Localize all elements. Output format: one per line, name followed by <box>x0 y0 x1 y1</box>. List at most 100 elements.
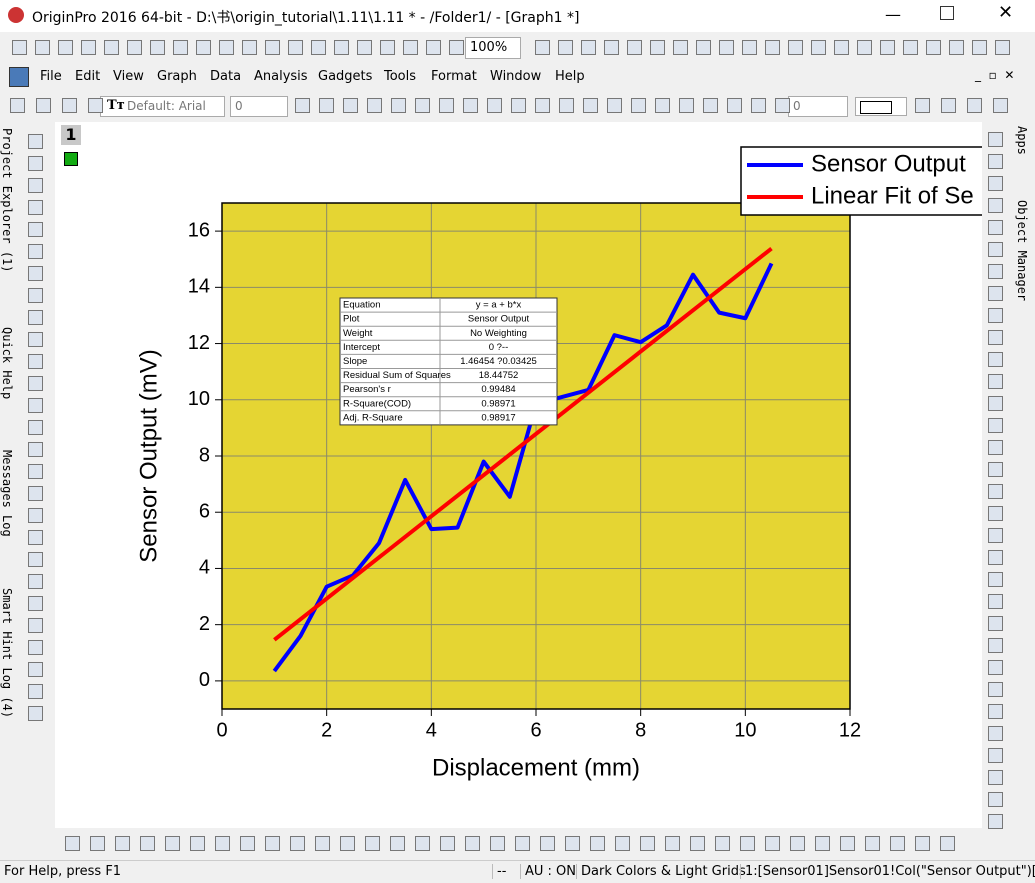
tab-left[interactable]: Quick Help <box>0 327 14 400</box>
icon[interactable] <box>742 40 757 55</box>
icon[interactable] <box>690 836 705 851</box>
icon[interactable] <box>903 40 918 55</box>
menu-item[interactable]: Edit <box>75 69 101 84</box>
icon[interactable] <box>834 40 849 55</box>
icon[interactable] <box>415 98 430 113</box>
icon[interactable] <box>28 398 43 413</box>
icon[interactable] <box>36 98 51 113</box>
icon[interactable] <box>865 836 880 851</box>
icon[interactable] <box>219 40 234 55</box>
icon[interactable] <box>28 332 43 347</box>
icon[interactable] <box>679 98 694 113</box>
icon[interactable] <box>988 704 1003 719</box>
menu-item[interactable]: View <box>113 69 144 84</box>
menu-item[interactable]: Gadgets <box>318 69 373 84</box>
icon[interactable] <box>28 244 43 259</box>
icon[interactable] <box>28 134 43 149</box>
icon[interactable] <box>365 836 380 851</box>
icon[interactable] <box>988 176 1003 191</box>
icon[interactable] <box>857 40 872 55</box>
menu-item[interactable]: Tools <box>384 69 417 84</box>
icon[interactable] <box>28 508 43 523</box>
icon[interactable] <box>765 40 780 55</box>
icon[interactable] <box>463 98 478 113</box>
icon[interactable] <box>28 200 43 215</box>
tab-left[interactable]: Smart Hint Log (4) <box>0 588 14 719</box>
page-label[interactable]: 1 <box>61 125 81 145</box>
close[interactable]: ✕ <box>998 2 1014 23</box>
icon[interactable] <box>988 616 1003 631</box>
icon[interactable] <box>28 662 43 677</box>
tab-right[interactable]: Apps <box>1015 126 1029 155</box>
icon[interactable] <box>988 396 1003 411</box>
icon[interactable] <box>380 40 395 55</box>
icon[interactable] <box>88 98 103 113</box>
icon[interactable] <box>357 40 372 55</box>
icon[interactable] <box>988 528 1003 543</box>
icon[interactable] <box>265 836 280 851</box>
icon[interactable] <box>367 98 382 113</box>
icon[interactable] <box>926 40 941 55</box>
icon[interactable] <box>390 836 405 851</box>
icon[interactable] <box>815 836 830 851</box>
icon[interactable] <box>655 98 670 113</box>
icon[interactable] <box>242 40 257 55</box>
menu-item[interactable]: Graph <box>157 69 197 84</box>
icon[interactable] <box>941 98 956 113</box>
icon[interactable] <box>673 40 688 55</box>
icon[interactable] <box>215 836 230 851</box>
icon[interactable] <box>915 98 930 113</box>
icon[interactable] <box>558 40 573 55</box>
minimize[interactable]: — <box>885 5 901 24</box>
icon[interactable] <box>988 792 1003 807</box>
icon[interactable] <box>988 440 1003 455</box>
icon[interactable] <box>727 98 742 113</box>
icon[interactable] <box>415 836 430 851</box>
icon[interactable] <box>703 98 718 113</box>
icon[interactable] <box>515 836 530 851</box>
icon[interactable] <box>535 98 550 113</box>
icon[interactable] <box>62 98 77 113</box>
icon[interactable] <box>343 98 358 113</box>
icon[interactable] <box>988 814 1003 829</box>
menu-item[interactable]: Data <box>210 69 242 84</box>
icon[interactable] <box>995 40 1010 55</box>
icon[interactable] <box>511 98 526 113</box>
icon[interactable] <box>196 40 211 55</box>
icon[interactable] <box>915 836 930 851</box>
icon[interactable] <box>988 374 1003 389</box>
icon[interactable] <box>28 640 43 655</box>
icon[interactable] <box>28 442 43 457</box>
icon[interactable] <box>81 40 96 55</box>
icon[interactable] <box>28 354 43 369</box>
icon[interactable] <box>334 40 349 55</box>
icon[interactable] <box>28 376 43 391</box>
menu-item[interactable]: Window <box>490 69 542 84</box>
icon[interactable] <box>988 308 1003 323</box>
icon[interactable] <box>150 40 165 55</box>
icon[interactable] <box>28 618 43 633</box>
icon[interactable] <box>559 98 574 113</box>
icon[interactable] <box>988 462 1003 477</box>
icon[interactable] <box>988 638 1003 653</box>
icon[interactable] <box>58 40 73 55</box>
icon[interactable] <box>940 836 955 851</box>
icon[interactable] <box>565 836 580 851</box>
zoom-box[interactable]: 100% <box>465 37 521 59</box>
icon[interactable] <box>295 98 310 113</box>
icon[interactable] <box>439 98 454 113</box>
icon[interactable] <box>581 40 596 55</box>
icon[interactable] <box>988 352 1003 367</box>
icon[interactable] <box>104 40 119 55</box>
menu-item[interactable]: Help <box>555 69 585 84</box>
icon[interactable] <box>140 836 155 851</box>
icon[interactable] <box>35 40 50 55</box>
icon[interactable] <box>311 40 326 55</box>
icon[interactable] <box>127 40 142 55</box>
icon[interactable] <box>650 40 665 55</box>
icon[interactable] <box>403 40 418 55</box>
icon[interactable] <box>640 836 655 851</box>
rotation-box[interactable]: 0 <box>788 96 848 117</box>
icon[interactable] <box>465 836 480 851</box>
icon[interactable] <box>12 40 27 55</box>
